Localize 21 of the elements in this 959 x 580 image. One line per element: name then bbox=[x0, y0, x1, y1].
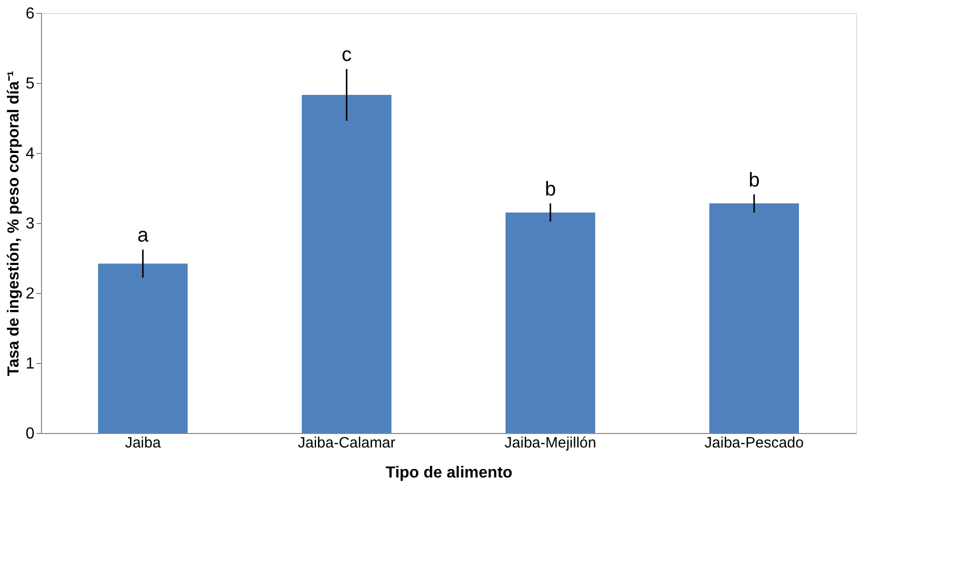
y-tick-label: 5 bbox=[26, 76, 35, 92]
x-tick-label: Jaiba-Calamar bbox=[298, 434, 396, 452]
bar bbox=[302, 94, 392, 433]
x-tick-label: Jaiba-Mejillón bbox=[504, 434, 596, 452]
annotation: b bbox=[748, 169, 760, 192]
y-tick-label: 6 bbox=[26, 6, 35, 22]
bar bbox=[709, 203, 799, 433]
x-axis-title: Tipo de alimento bbox=[386, 464, 513, 482]
y-tick-label: 2 bbox=[26, 286, 35, 302]
y-tick-label: 0 bbox=[26, 426, 35, 442]
y-tick-label: 1 bbox=[26, 356, 35, 372]
x-tick-label: Jaiba bbox=[124, 434, 162, 452]
bar bbox=[98, 264, 188, 433]
x-tick-label: Jaiba-Pescado bbox=[704, 434, 804, 452]
y-tick-label: 4 bbox=[26, 146, 35, 162]
annotation: b bbox=[544, 178, 556, 200]
annotation: c bbox=[342, 44, 352, 66]
annotation: a bbox=[137, 224, 150, 247]
bar bbox=[506, 212, 596, 433]
y-axis-title: Tasa de ingestión, % peso corporal día⁻¹ bbox=[6, 70, 23, 376]
y-tick-label: 3 bbox=[26, 216, 35, 232]
